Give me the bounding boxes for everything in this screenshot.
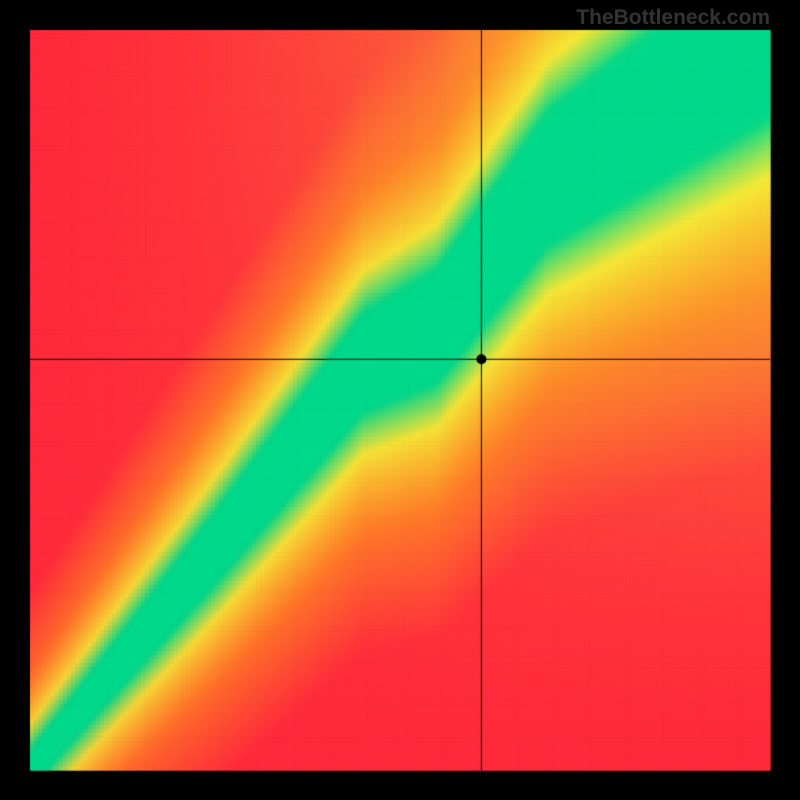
chart-container: TheBottleneck.com (0, 0, 800, 800)
bottleneck-heatmap (0, 0, 800, 800)
watermark-text: TheBottleneck.com (576, 6, 770, 30)
